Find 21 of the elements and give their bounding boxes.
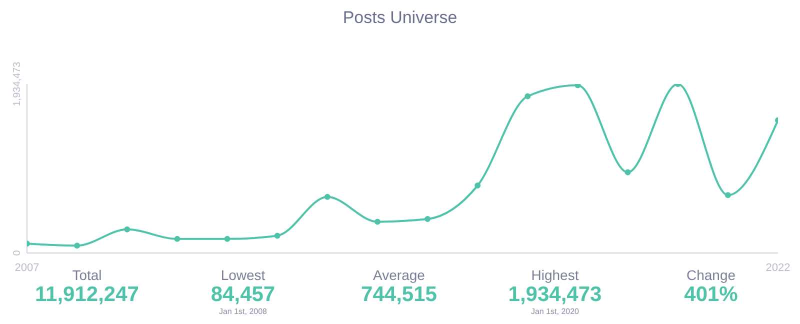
point [474,182,481,189]
point [374,218,380,225]
y-tick-label: 1,934,473 [12,61,23,106]
point [274,232,280,239]
point [524,93,531,100]
point [624,169,631,176]
point [174,236,180,242]
text: Lowest 84,457 Jan 1st, 2008 [210,267,276,317]
point [724,192,731,198]
x-tick-label: 2007 [14,262,40,274]
y-tick-label: 0 [12,250,23,256]
point [224,236,230,242]
chart-title: Posts Universe [342,8,458,28]
x-tick-label: 2022 [766,262,790,274]
point [124,226,130,232]
text: Highest 1,934,473 Jan 1st, 2020 [507,267,603,317]
point [324,194,330,200]
point [424,216,431,222]
text: Average 744,515 [360,267,438,307]
line-series [27,84,778,249]
point [74,242,80,249]
